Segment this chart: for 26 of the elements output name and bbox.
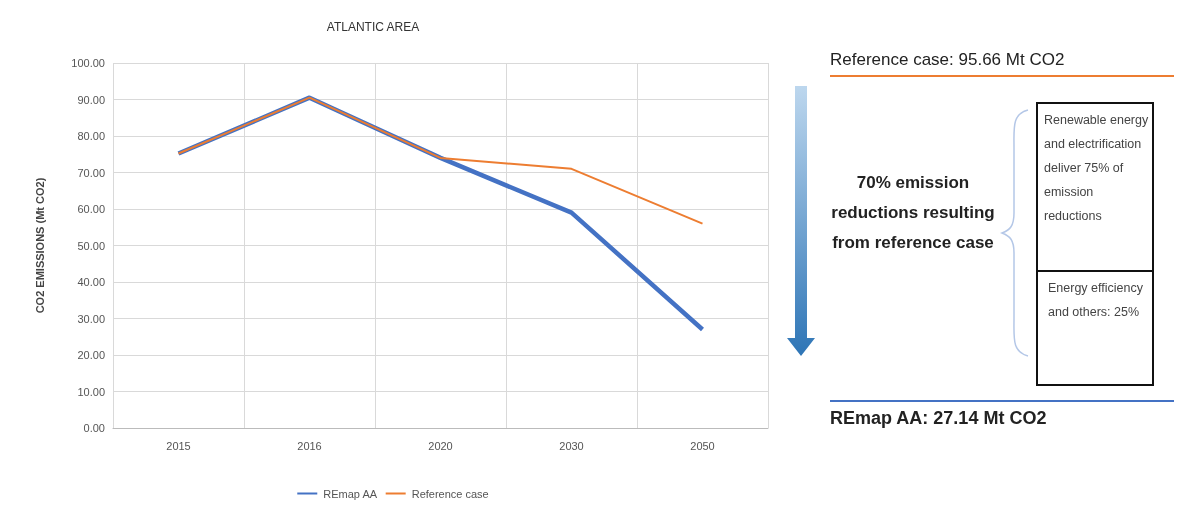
text: Renewable energy and electrification deliver 75% of emission reductions <box>1044 112 1150 225</box>
x-tick-label: 2020 <box>428 439 453 452</box>
y-tick-label: 60.00 <box>77 203 105 215</box>
y-tick-label: 100.00 <box>71 57 105 69</box>
y-tick-label: 70.00 <box>77 166 105 179</box>
chart-title: ATLANTIC AREA <box>326 20 420 34</box>
y-tick-label: 40.00 <box>77 276 105 288</box>
text: Energy efficiency and others: 25% <box>1048 280 1144 321</box>
text: Reference case: 95.66 Mt CO2 <box>830 50 1065 70</box>
x-tick-label: 2030 <box>559 439 584 452</box>
x-tick-label: 2015 <box>166 439 191 452</box>
y-tick-label: 0.00 <box>83 422 105 434</box>
text: REmap AA: 27.14 Mt CO2 <box>830 408 1047 429</box>
y-axis-title: CO2 EMISSIONS (Mt CO2) <box>33 177 46 314</box>
x-tick-label: 2016 <box>297 439 322 452</box>
y-tick-label: 50.00 <box>77 239 105 252</box>
y-tick-label: 20.00 <box>77 349 105 361</box>
y-tick-label: 90.00 <box>77 93 105 106</box>
legend-label: Reference case <box>411 487 489 500</box>
y-tick-label: 80.00 <box>77 130 105 142</box>
legend-label: REmap AA <box>323 487 378 500</box>
y-tick-label: 10.00 <box>77 385 105 398</box>
line-series <box>177 96 704 225</box>
text: 70% emission reductions resulting from reference case <box>830 172 996 254</box>
y-tick-label: 30.00 <box>77 312 105 325</box>
x-tick-label: 2050 <box>690 439 715 452</box>
